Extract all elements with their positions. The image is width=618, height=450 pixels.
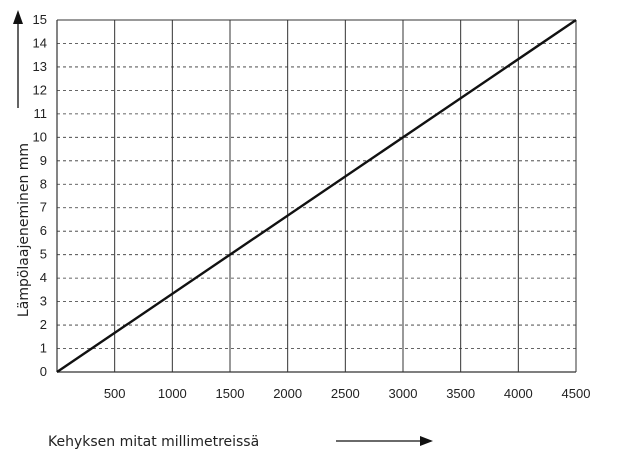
y-tick-label: 15 xyxy=(33,12,47,27)
y-tick-label: 14 xyxy=(33,35,47,50)
y-tick-label: 9 xyxy=(40,153,47,168)
x-axis-title: Kehyksen mitat millimetreissä xyxy=(48,434,259,450)
x-tick-label: 3000 xyxy=(389,386,418,401)
grid xyxy=(57,20,576,372)
y-axis-arrow-head xyxy=(13,10,23,24)
x-tick-label: 4000 xyxy=(504,386,533,401)
y-tick-label: 3 xyxy=(40,294,47,309)
x-axis-arrow-head xyxy=(420,436,433,446)
x-tick-label: 2000 xyxy=(273,386,302,401)
y-tick-label: 13 xyxy=(33,59,47,74)
x-tick-label: 1500 xyxy=(216,386,245,401)
x-tick-label: 3500 xyxy=(446,386,475,401)
y-axis-title: Lämpölaajeneminen mm xyxy=(16,143,32,317)
x-tick-label: 2500 xyxy=(331,386,360,401)
y-tick-label: 8 xyxy=(40,176,47,191)
y-tick-label: 4 xyxy=(40,270,47,285)
x-tick-label: 500 xyxy=(104,386,126,401)
x-tick-label: 4500 xyxy=(562,386,591,401)
y-tick-label: 0 xyxy=(40,364,47,379)
x-tick-label: 1000 xyxy=(158,386,187,401)
expansion-line xyxy=(56,19,577,373)
axes xyxy=(56,19,577,373)
y-tick-label: 7 xyxy=(40,200,47,215)
y-tick-label: 1 xyxy=(40,341,47,356)
series-layer xyxy=(56,19,577,373)
y-tick-label: 6 xyxy=(40,223,47,238)
y-tick-label: 11 xyxy=(34,106,48,121)
y-tick-label: 2 xyxy=(40,317,47,332)
y-tick-label: 10 xyxy=(33,129,47,144)
y-tick-label: 12 xyxy=(33,82,47,97)
y-tick-label: 5 xyxy=(40,247,47,262)
